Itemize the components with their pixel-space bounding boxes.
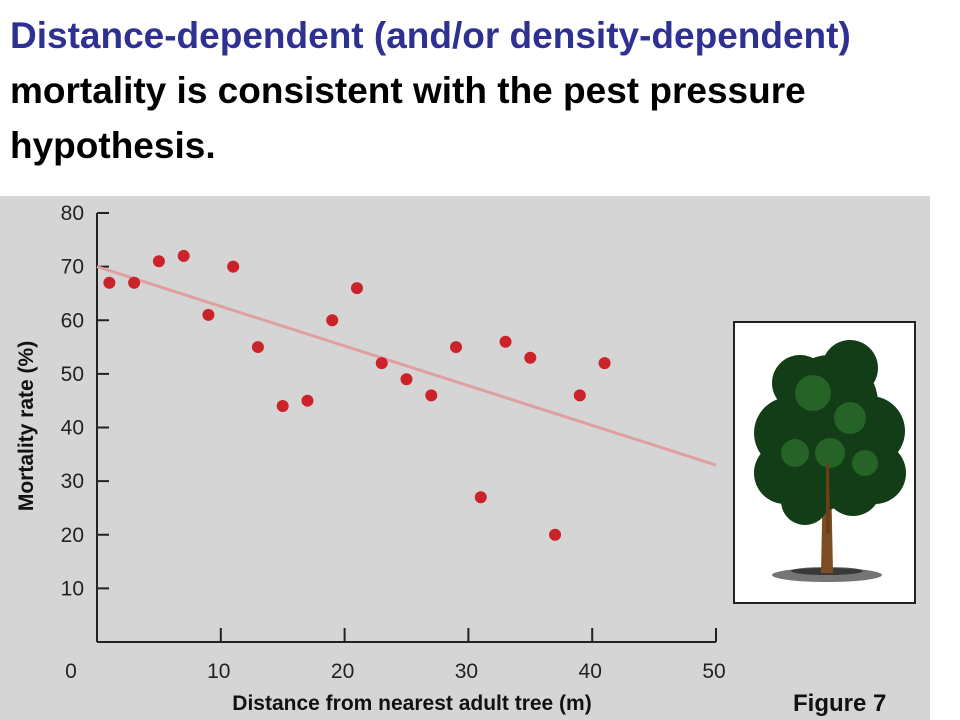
y-tick-label: 30 [61, 470, 84, 493]
y-tick-label: 80 [61, 202, 84, 225]
tree-inset [733, 321, 916, 604]
data-point [103, 276, 116, 289]
x-axis-title: Distance from nearest adult tree (m) [232, 692, 591, 715]
data-point [375, 357, 388, 370]
data-point [128, 276, 141, 289]
chart-marks [96, 249, 717, 541]
data-point [425, 389, 438, 402]
data-point [474, 491, 487, 504]
data-point [251, 341, 264, 354]
headline-highlight: Distance-dependent (and/or density-depen… [10, 15, 851, 56]
y-tick-label: 10 [61, 577, 84, 600]
scatter-chart: 10 20 30 40 50 60 70 80 0 10 20 30 40 50 Distance fro… [15, 202, 726, 715]
x-tick-label: 40 [579, 660, 602, 683]
data-point [350, 282, 363, 295]
x-tick-label: 30 [455, 660, 478, 683]
data-point [152, 255, 165, 268]
x-tick-label: 50 [702, 660, 725, 683]
trendline [96, 265, 717, 467]
tree-icon [754, 340, 906, 582]
figure-label: Figure 7 [793, 690, 887, 717]
data-point [524, 351, 537, 364]
data-point [499, 335, 512, 348]
data-point [573, 389, 586, 402]
y-tick-label: 60 [61, 309, 84, 332]
headline-rest: mortality is consistent with the pest pr… [10, 70, 806, 166]
x-tick-label: 0 [65, 660, 77, 683]
y-axis-title: Mortality rate (%) [15, 341, 38, 511]
data-point [326, 314, 339, 327]
data-point [202, 308, 215, 321]
data-point [598, 357, 611, 370]
y-tick-label: 40 [61, 417, 84, 440]
headline: Distance-dependent (and/or density-depen… [10, 8, 930, 173]
data-point [549, 528, 562, 541]
y-tick-label: 50 [61, 363, 84, 386]
y-tick-label: 70 [61, 256, 84, 279]
data-point [227, 260, 240, 273]
x-tick-label: 20 [331, 660, 354, 683]
y-tick-label: 20 [61, 524, 84, 547]
x-tick-label: 10 [207, 660, 230, 683]
data-point [276, 400, 289, 413]
data-point [450, 341, 463, 354]
data-point [301, 394, 314, 407]
data-point [400, 373, 413, 386]
data-point [177, 249, 190, 262]
axes: 10 20 30 40 50 60 70 80 0 10 20 30 40 50 [61, 202, 726, 683]
